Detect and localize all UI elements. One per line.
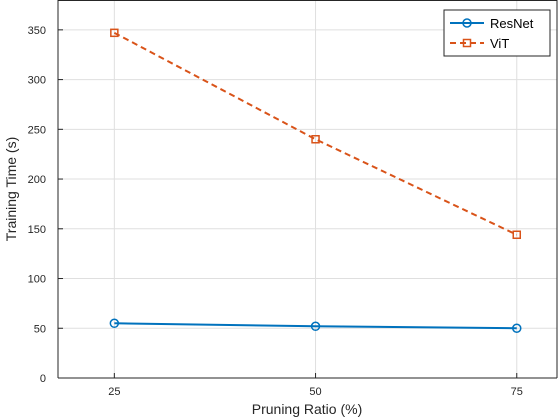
legend-marker-resnet xyxy=(462,18,472,28)
x-tick-label: 25 xyxy=(108,386,120,398)
legend-label-resnet: ResNet xyxy=(490,16,534,31)
data-point-resnet xyxy=(512,323,522,334)
y-tick-label: 350 xyxy=(28,25,46,37)
tick-labels: 25 50 75 0 50 100 150 200 250 300 350 xyxy=(28,25,523,398)
legend-box xyxy=(443,9,551,57)
legend-marker-vit xyxy=(462,38,472,48)
series-layer xyxy=(109,28,522,334)
y-axis-label: Training Time (s) xyxy=(3,137,19,242)
y-tick-label: 0 xyxy=(40,373,46,385)
data-point-vit xyxy=(311,135,320,144)
y-tick-label: 250 xyxy=(28,124,46,136)
plot-background xyxy=(58,0,557,378)
legend: ResNet ViT xyxy=(443,9,551,57)
y-tick-label: 150 xyxy=(28,224,46,236)
y-tick-label: 50 xyxy=(34,323,46,335)
axes xyxy=(57,0,558,379)
y-tick-label: 200 xyxy=(28,174,46,186)
y-tick-label: 100 xyxy=(28,274,46,286)
data-point-resnet xyxy=(109,318,120,329)
data-point-vit xyxy=(512,230,522,240)
x-tick-label: 50 xyxy=(309,386,321,398)
legend-label-vit: ViT xyxy=(490,36,509,51)
y-tick-label: 300 xyxy=(28,75,46,87)
series-line-vit xyxy=(113,31,518,236)
series-line-resnet xyxy=(114,322,517,330)
x-tick-label: 75 xyxy=(511,386,523,398)
x-axis-label: Pruning Ratio (%) xyxy=(252,401,363,417)
data-point-vit xyxy=(110,28,119,38)
data-point-resnet xyxy=(310,321,321,332)
